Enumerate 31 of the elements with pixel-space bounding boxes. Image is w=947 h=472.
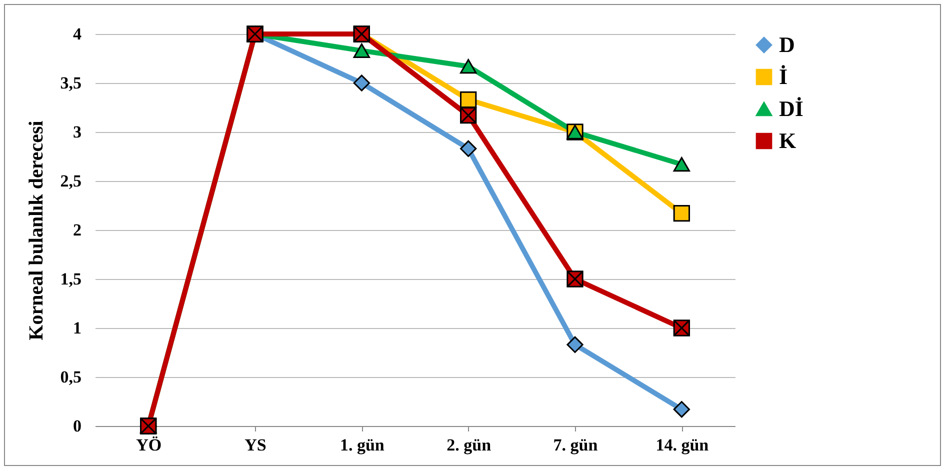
point <box>460 91 477 108</box>
point <box>353 43 370 58</box>
point <box>460 140 477 157</box>
legend-label: D <box>779 32 795 57</box>
y-tick-label: 2,5 <box>60 172 82 190</box>
y-tick-label: 2 <box>73 220 82 240</box>
point <box>566 270 584 288</box>
x-tick-label: 7. gün <box>553 436 598 454</box>
x-tick-label: 14. gün <box>656 436 710 454</box>
legend-label: İ <box>779 64 788 89</box>
point <box>673 401 690 418</box>
point <box>673 157 690 172</box>
y-tick-label: 4 <box>73 24 82 44</box>
y-tick-label: 3 <box>73 122 82 142</box>
x-tick-label: 2. gün <box>446 436 492 454</box>
legend-label: K <box>779 128 796 153</box>
point <box>673 320 690 336</box>
point <box>566 336 584 353</box>
point <box>673 205 690 222</box>
y-axis-title: Korneal bulanlık derecesi <box>25 120 48 340</box>
point <box>353 74 370 92</box>
x-tick-label: YS <box>244 436 266 454</box>
y-tick-label: 0 <box>73 416 82 436</box>
legend-label: Dİ <box>779 96 804 121</box>
y-tick-label: 1,5 <box>60 270 82 288</box>
y-tick-label: 1 <box>73 318 82 338</box>
point <box>460 59 477 74</box>
y-tick-label: 0,5 <box>60 368 82 386</box>
y-tick-label: 3,5 <box>60 74 82 92</box>
x-tick-label: YÖ <box>136 436 162 454</box>
x-tick-label: 1. gün <box>340 436 385 454</box>
